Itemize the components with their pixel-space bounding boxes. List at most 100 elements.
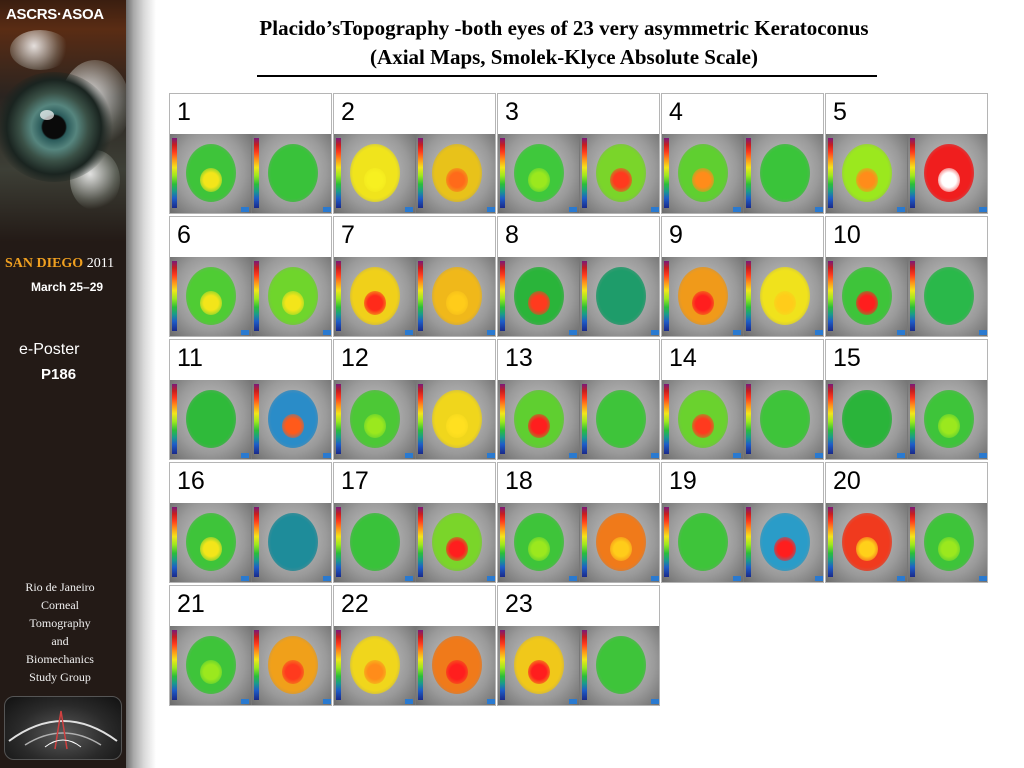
case-cell: 17 xyxy=(333,462,496,583)
map-info-tag xyxy=(651,330,659,335)
axial-map-right-eye xyxy=(826,380,907,459)
corneal-curvature-map xyxy=(268,144,318,202)
map-info-tag xyxy=(241,453,249,458)
case-cell: 10 xyxy=(825,216,988,337)
map-info-tag xyxy=(979,453,987,458)
steep-zone-hotspot xyxy=(200,660,222,684)
case-cell: 15 xyxy=(825,339,988,460)
steep-zone-hotspot xyxy=(364,291,386,315)
color-scale-bar xyxy=(418,261,423,331)
corneal-curvature-map xyxy=(350,513,400,571)
case-number: 19 xyxy=(669,467,697,495)
color-scale-bar xyxy=(746,384,751,454)
map-info-tag xyxy=(815,576,823,581)
map-info-tag xyxy=(733,453,741,458)
steep-zone-hotspot xyxy=(774,537,796,561)
case-cell: 11 xyxy=(169,339,332,460)
map-info-tag xyxy=(323,330,331,335)
map-info-tag xyxy=(487,699,495,704)
axial-map-left-eye xyxy=(416,134,495,213)
map-info-tag xyxy=(241,330,249,335)
color-scale-bar xyxy=(910,138,915,208)
color-scale-bar xyxy=(172,507,177,577)
color-scale-bar xyxy=(582,507,587,577)
case-number: 13 xyxy=(505,344,533,372)
steep-zone-hotspot xyxy=(610,537,632,561)
axial-map-pair xyxy=(334,134,495,213)
color-scale-bar xyxy=(418,507,423,577)
color-scale-bar xyxy=(746,261,751,331)
brand-artwork: ASCRS·ASOA xyxy=(0,0,126,242)
map-info-tag xyxy=(241,699,249,704)
steep-zone-hotspot xyxy=(938,168,960,192)
axial-map-left-eye xyxy=(908,257,987,336)
axial-map-right-eye xyxy=(498,257,579,336)
axial-map-left-eye xyxy=(744,380,823,459)
color-scale-bar xyxy=(336,138,341,208)
case-number: 2 xyxy=(341,98,355,126)
color-scale-bar xyxy=(254,507,259,577)
study-group-line: and xyxy=(51,634,69,648)
axial-map-right-eye xyxy=(498,134,579,213)
map-info-tag xyxy=(323,576,331,581)
axial-map-left-eye xyxy=(744,134,823,213)
case-number: 21 xyxy=(177,590,205,618)
map-info-tag xyxy=(405,699,413,704)
axial-map-left-eye xyxy=(744,503,823,582)
axial-map-pair xyxy=(170,134,331,213)
case-cell: 19 xyxy=(661,462,824,583)
case-number: 17 xyxy=(341,467,369,495)
case-number: 14 xyxy=(669,344,697,372)
case-cell: 14 xyxy=(661,339,824,460)
color-scale-bar xyxy=(254,138,259,208)
map-info-tag xyxy=(487,576,495,581)
axial-map-left-eye xyxy=(416,503,495,582)
study-group-line: Corneal xyxy=(41,598,79,612)
map-info-tag xyxy=(651,453,659,458)
axial-map-left-eye xyxy=(744,257,823,336)
axial-map-right-eye xyxy=(498,380,579,459)
steep-zone-hotspot xyxy=(692,414,714,438)
axial-map-right-eye xyxy=(334,257,415,336)
ascrs-asoa-logo: ASCRS·ASOA xyxy=(6,6,104,23)
case-number: 3 xyxy=(505,98,519,126)
axial-map-left-eye xyxy=(416,626,495,705)
case-cell: 23 xyxy=(497,585,660,706)
axial-map-left-eye xyxy=(252,626,331,705)
axial-map-left-eye xyxy=(580,503,659,582)
case-number: 16 xyxy=(177,467,205,495)
steep-zone-hotspot xyxy=(446,537,468,561)
map-info-tag xyxy=(405,453,413,458)
map-info-tag xyxy=(815,207,823,212)
map-info-tag xyxy=(569,453,577,458)
steep-zone-hotspot xyxy=(446,414,468,438)
color-scale-bar xyxy=(910,384,915,454)
map-info-tag xyxy=(241,207,249,212)
color-scale-bar xyxy=(500,384,505,454)
color-scale-bar xyxy=(828,384,833,454)
axial-map-pair xyxy=(498,503,659,582)
study-group-line: Study Group xyxy=(29,670,91,684)
color-scale-bar xyxy=(172,384,177,454)
color-scale-bar xyxy=(336,261,341,331)
axial-map-pair xyxy=(826,257,987,336)
axial-map-pair xyxy=(826,380,987,459)
color-scale-bar xyxy=(500,138,505,208)
axial-map-left-eye xyxy=(252,257,331,336)
map-info-tag xyxy=(569,330,577,335)
map-info-tag xyxy=(405,576,413,581)
steep-zone-hotspot xyxy=(528,537,550,561)
map-info-tag xyxy=(569,207,577,212)
corneal-curvature-map xyxy=(678,513,728,571)
color-scale-bar xyxy=(582,261,587,331)
color-scale-bar xyxy=(582,138,587,208)
axial-map-right-eye xyxy=(662,503,743,582)
case-cell: 21 xyxy=(169,585,332,706)
case-cell: 3 xyxy=(497,93,660,214)
color-scale-bar xyxy=(664,507,669,577)
case-number: 20 xyxy=(833,467,861,495)
steep-zone-hotspot xyxy=(200,168,222,192)
steep-zone-hotspot xyxy=(856,291,878,315)
steep-zone-hotspot xyxy=(528,168,550,192)
map-info-tag xyxy=(815,453,823,458)
